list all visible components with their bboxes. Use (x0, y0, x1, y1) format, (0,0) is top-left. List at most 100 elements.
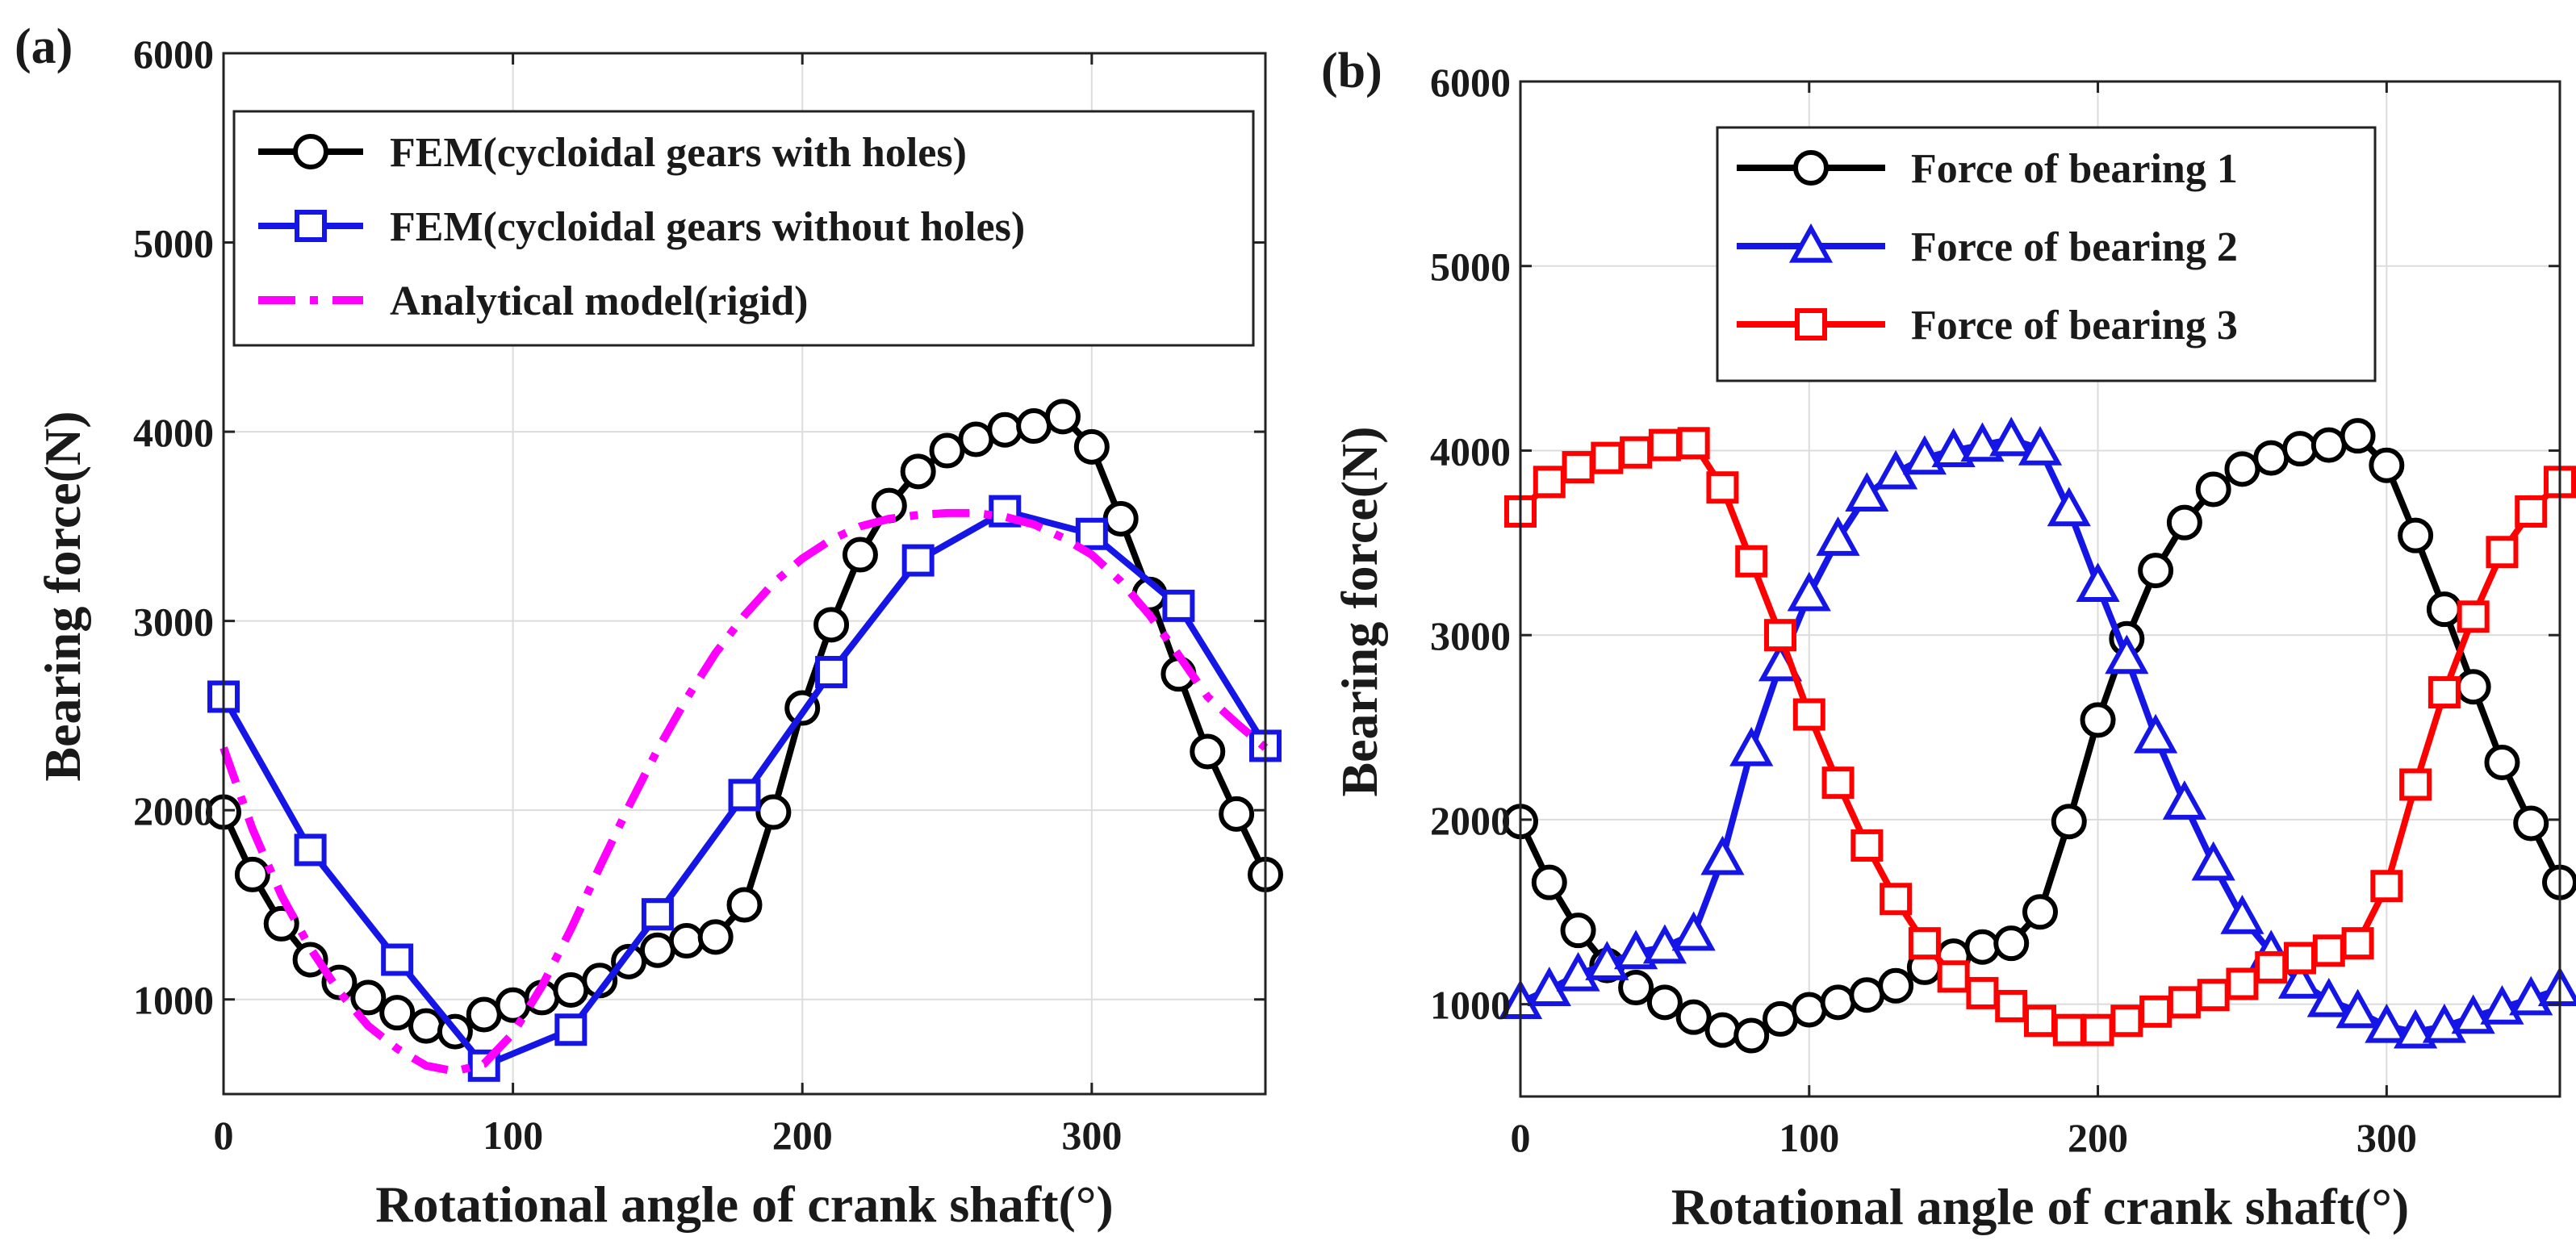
data-point-marker (2197, 979, 2230, 1012)
data-point-marker (1591, 441, 1624, 474)
data-point-marker (381, 943, 414, 976)
data-point-marker (294, 833, 327, 867)
data-point-marker (2052, 1013, 2085, 1046)
panel-label: (b) (1321, 44, 1382, 98)
data-point-marker (2195, 471, 2231, 507)
data-point-marker (2138, 553, 2174, 589)
panel-b: (b) 0 100 200 300 1000 2000 3000 4000 5000 6000 Rot… (1321, 44, 2576, 1235)
data-point-marker (1527, 967, 1571, 1006)
data-point-marker (234, 856, 270, 892)
data-point-marker (1791, 992, 1827, 1028)
data-point-marker (2047, 487, 2091, 527)
y-tick-label: 4000 (1430, 428, 1511, 474)
x-tick-label: 200 (772, 1113, 833, 1158)
data-point-marker (2255, 950, 2288, 984)
series-1 (206, 399, 1283, 1050)
data-point-marker (2191, 841, 2235, 881)
data-point-marker (1964, 929, 2001, 965)
legend-marker (1788, 223, 1834, 263)
data-point-marker (1816, 516, 1860, 556)
data-point-marker (2166, 504, 2202, 541)
data-point-marker (2399, 768, 2432, 801)
data-point-marker (2369, 447, 2405, 483)
data-point-marker (1044, 399, 1081, 435)
y-tick-label: 4000 (133, 410, 214, 455)
y-tick-label: 5000 (1430, 244, 1511, 290)
y-tick-label: 3000 (1430, 613, 1511, 658)
data-point-marker (1675, 999, 1712, 1035)
data-point-marker (1993, 925, 2030, 962)
data-point-marker (2134, 713, 2178, 754)
data-point-marker (1102, 500, 1139, 537)
data-point-marker (1531, 864, 1567, 900)
y-tick-label: 1000 (133, 978, 214, 1023)
data-point-marker (1642, 924, 1687, 964)
legend-entry-1: FEM(cycloidal gears with holes) (258, 130, 967, 176)
data-point-marker (2224, 451, 2260, 487)
data-point-marker (2484, 745, 2520, 781)
data-point-marker (639, 932, 675, 968)
data-point-marker (2398, 517, 2434, 553)
x-tick-label: 300 (1061, 1113, 1122, 1158)
data-point-marker (466, 996, 502, 1033)
data-point-marker (1620, 436, 1653, 469)
legend-box (232, 110, 1255, 347)
legend-entry-2: Force of bearing 2 (1737, 223, 2238, 270)
legend-marker (1795, 308, 1827, 340)
data-point-marker (2110, 1004, 2143, 1038)
data-point-marker (2310, 427, 2347, 463)
data-point-marker (1585, 941, 1629, 980)
data-point-marker (1878, 967, 1914, 1004)
data-point-marker (1764, 619, 1796, 652)
data-point-marker (2306, 977, 2351, 1017)
data-point-marker (1960, 422, 2005, 462)
x-tick-label: 100 (1779, 1115, 1839, 1160)
data-point-marker (1219, 796, 1255, 832)
panel-label: (a) (15, 19, 73, 74)
series-2 (1498, 416, 2576, 1049)
series-3 (220, 508, 1269, 1075)
series-2 (207, 495, 1282, 1082)
legend-entry-3: Force of bearing 3 (1737, 303, 2238, 349)
y-tick-label: 1000 (1430, 983, 1511, 1028)
data-point-marker (901, 544, 935, 577)
data-point-marker (1560, 913, 1596, 949)
data-point-marker (1614, 929, 1658, 970)
legend-marker (293, 134, 328, 169)
data-point-marker (2426, 591, 2462, 628)
data-point-marker (1671, 911, 1716, 951)
data-point-marker (2139, 995, 2172, 1028)
data-point-marker (813, 607, 850, 643)
data-point-marker (2457, 600, 2490, 633)
y-axis-label: Bearing force(N) (1331, 426, 1388, 796)
data-point-marker (1648, 428, 1681, 462)
data-point-marker (553, 972, 589, 1008)
data-point-marker (929, 432, 965, 469)
data-point-marker (1821, 766, 1855, 800)
data-point-marker (2022, 894, 2058, 930)
data-point-marker (1845, 472, 1889, 512)
data-point-marker (1850, 829, 1884, 862)
data-point-marker (1787, 571, 1831, 612)
data-point-marker (900, 453, 936, 490)
data-point-marker (2394, 1009, 2438, 1049)
data-point-marker (1735, 545, 1768, 578)
data-point-marker (2336, 988, 2380, 1029)
data-point-marker (1880, 883, 1913, 916)
axes-box (1519, 80, 2561, 1098)
data-point-marker (1556, 951, 1600, 992)
data-point-marker (2076, 562, 2120, 603)
legend: FEM(cycloidal gears with holes) FEM(cyclo… (232, 110, 1255, 347)
data-point-marker (815, 655, 848, 688)
axes-box (222, 52, 1267, 1096)
data-point-marker (1073, 428, 1110, 465)
data-point-marker (2018, 425, 2063, 466)
x-tick-label: 300 (2356, 1115, 2417, 1160)
data-point-marker (2226, 967, 2259, 1000)
data-point-marker (1162, 589, 1195, 622)
data-point-marker (2024, 1004, 2056, 1038)
data-point-marker (697, 919, 734, 955)
x-tick-label: 100 (483, 1113, 543, 1158)
data-point-marker (2282, 431, 2318, 467)
data-point-marker (1849, 977, 1885, 1013)
